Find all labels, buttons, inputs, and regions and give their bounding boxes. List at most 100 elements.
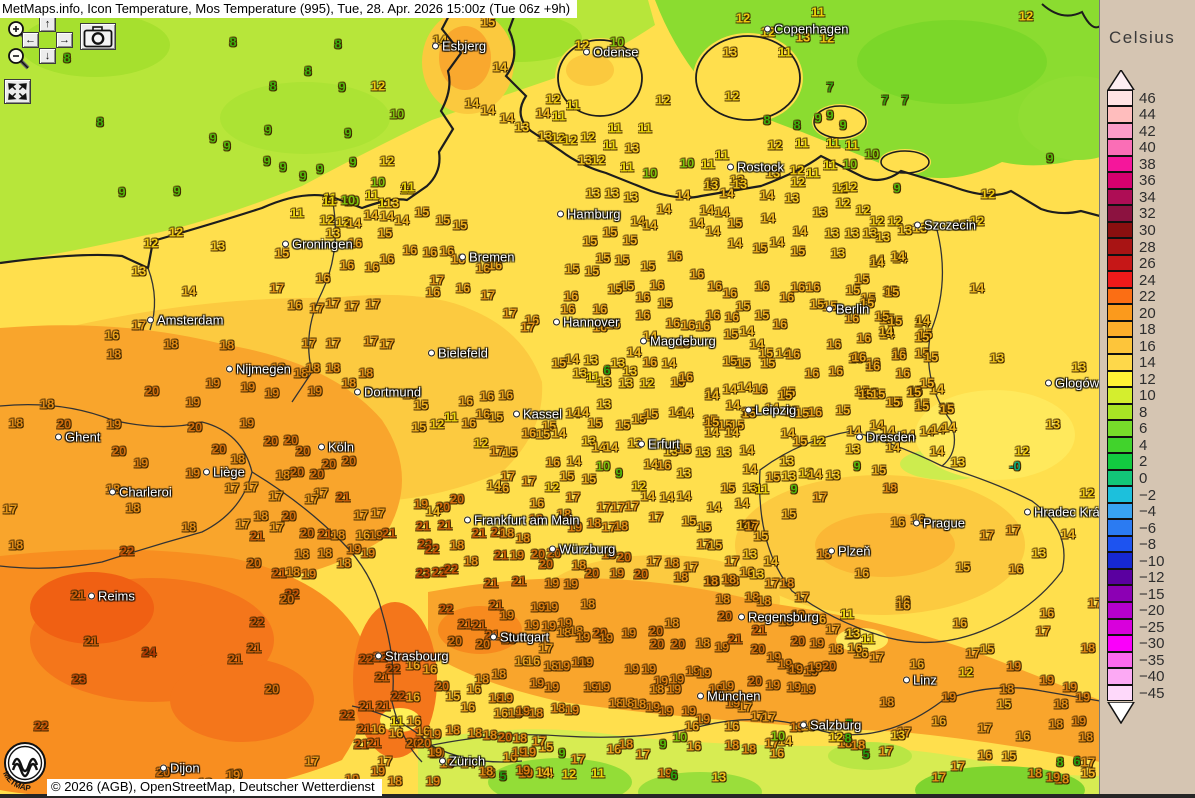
temp-label: 12 (842, 179, 858, 195)
temp-label: 13 (514, 119, 530, 135)
temp-label: 11 (701, 156, 715, 172)
temp-label: 15 (717, 417, 733, 433)
label-overlay: 8 8 8 8 8 8 9 9 9 9 9 9 9 9 9 9 9 9 12 10 12 10 11 11 10 11 15 14 14… (3, 6, 1100, 790)
temp-label: 14 (919, 423, 935, 439)
temp-label: 19 (509, 547, 525, 563)
scale-step: 20 (1107, 304, 1164, 322)
temp-label: 22 (358, 651, 374, 667)
temp-label: 16 (724, 309, 740, 325)
temp-label: 21 (70, 587, 86, 603)
temp-label: 19 (264, 385, 280, 401)
temp-label: 13 (765, 165, 781, 181)
temp-label: 5 (499, 768, 507, 784)
temp-label: 13 (704, 175, 720, 191)
temp-label: 19 (528, 511, 544, 527)
temp-label: 17 (1080, 754, 1096, 770)
temp-label: 15 (809, 296, 825, 312)
temp-label: 13 (781, 468, 797, 484)
temp-label: 15 (615, 417, 631, 433)
city-marker-icon (638, 440, 645, 448)
temp-label: 11 (795, 135, 809, 151)
temp-label: 18 (778, 613, 794, 629)
temp-label: 15 (859, 295, 875, 311)
temp-label: 14 (640, 488, 656, 504)
temp-label: 17 (977, 720, 993, 736)
temp-label: 15 (584, 263, 600, 279)
pan-down-button[interactable]: ↓ (39, 48, 56, 64)
temp-label: 17 (363, 333, 379, 349)
temp-label: 18 (219, 337, 235, 353)
temp-label: 10 (340, 192, 356, 208)
temp-label: 16 (402, 242, 418, 258)
temp-label: 9 (893, 180, 901, 196)
temp-label: 15 (874, 308, 890, 324)
temp-label: 14 (538, 765, 554, 781)
temp-label: 14 (725, 397, 741, 413)
temp-label: 12 (429, 416, 445, 432)
temp-label: 12 (639, 375, 655, 391)
pan-up-button[interactable]: ↑ (39, 16, 56, 32)
temp-label: 17 (1035, 623, 1051, 639)
temp-label: 14 (1060, 526, 1076, 542)
temp-label: 16 (890, 514, 906, 530)
temp-label: 15 (914, 329, 930, 345)
temp-label: 16 (439, 243, 455, 259)
temp-label: 16 (355, 527, 371, 543)
temp-label: 19 (669, 671, 685, 687)
temp-label: 14 (929, 381, 945, 397)
temp-label: 14 (724, 424, 740, 440)
temp-label: 20 (309, 466, 325, 482)
temp-label: 16 (379, 251, 395, 267)
temp-label: 17 (243, 479, 259, 495)
temp-label: 17 (965, 645, 981, 661)
city-marker-icon (856, 433, 863, 441)
temp-label: 17 (794, 589, 810, 605)
temp-label: 17 (596, 499, 612, 515)
pan-right-button[interactable]: → (56, 32, 73, 48)
temp-label: 12 (370, 78, 386, 94)
temp-label: 15 (923, 349, 939, 365)
temp-label: 12 (379, 153, 395, 169)
temp-label: 13 (897, 222, 913, 238)
city-label: Erfurt (638, 438, 680, 451)
camera-button[interactable] (80, 23, 116, 50)
temp-label: 11 (444, 409, 458, 425)
temp-label: 19 (595, 679, 611, 695)
temp-label: 13 (663, 443, 679, 459)
pan-left-button[interactable]: ← (22, 32, 39, 48)
temp-label: 16 (675, 335, 691, 351)
temp-label: 19 (301, 566, 317, 582)
temp-label: 14 (499, 110, 515, 126)
temp-label: 15 (758, 345, 774, 361)
temp-label: 9 (853, 458, 861, 474)
temp-label: 14 (394, 212, 410, 228)
temp-label: 20 (246, 555, 262, 571)
fullscreen-button[interactable] (4, 79, 31, 104)
temp-label: 14 (551, 425, 567, 441)
temp-label: 14 (749, 336, 765, 352)
zoom-out-button[interactable] (6, 47, 32, 73)
temp-label: 9 (223, 138, 231, 154)
temp-label: 17 (648, 509, 664, 525)
city-label: Hannover (553, 316, 619, 329)
temp-label: 19 (225, 767, 241, 783)
temp-label: 13 (583, 352, 599, 368)
temp-label: 14 (661, 355, 677, 371)
temp-label: 17 (683, 559, 699, 575)
temp-label: 13 (577, 152, 593, 168)
temp-label: 13 (210, 238, 226, 254)
temp-label: 17 (309, 300, 325, 316)
temp-label: 20 (717, 608, 733, 624)
temp-label: 13 (604, 185, 620, 201)
weather-map[interactable]: 8 8 8 8 8 8 9 9 9 9 9 9 9 9 9 9 9 9 12 10 12 10 11 11 10 11 15 14 14… (0, 0, 1100, 798)
temp-label: 21 (227, 651, 243, 667)
temp-label: 18 (999, 681, 1015, 697)
temp-label: 10 (642, 165, 658, 181)
temp-label: 16 (739, 564, 755, 580)
temp-label: 17 (744, 518, 760, 534)
temp-label: 9 (349, 154, 357, 170)
temp-label: 20 (264, 681, 280, 697)
temp-label: 17 (750, 708, 766, 724)
temp-label: 17 (325, 295, 341, 311)
temp-label: 12 (828, 729, 844, 745)
